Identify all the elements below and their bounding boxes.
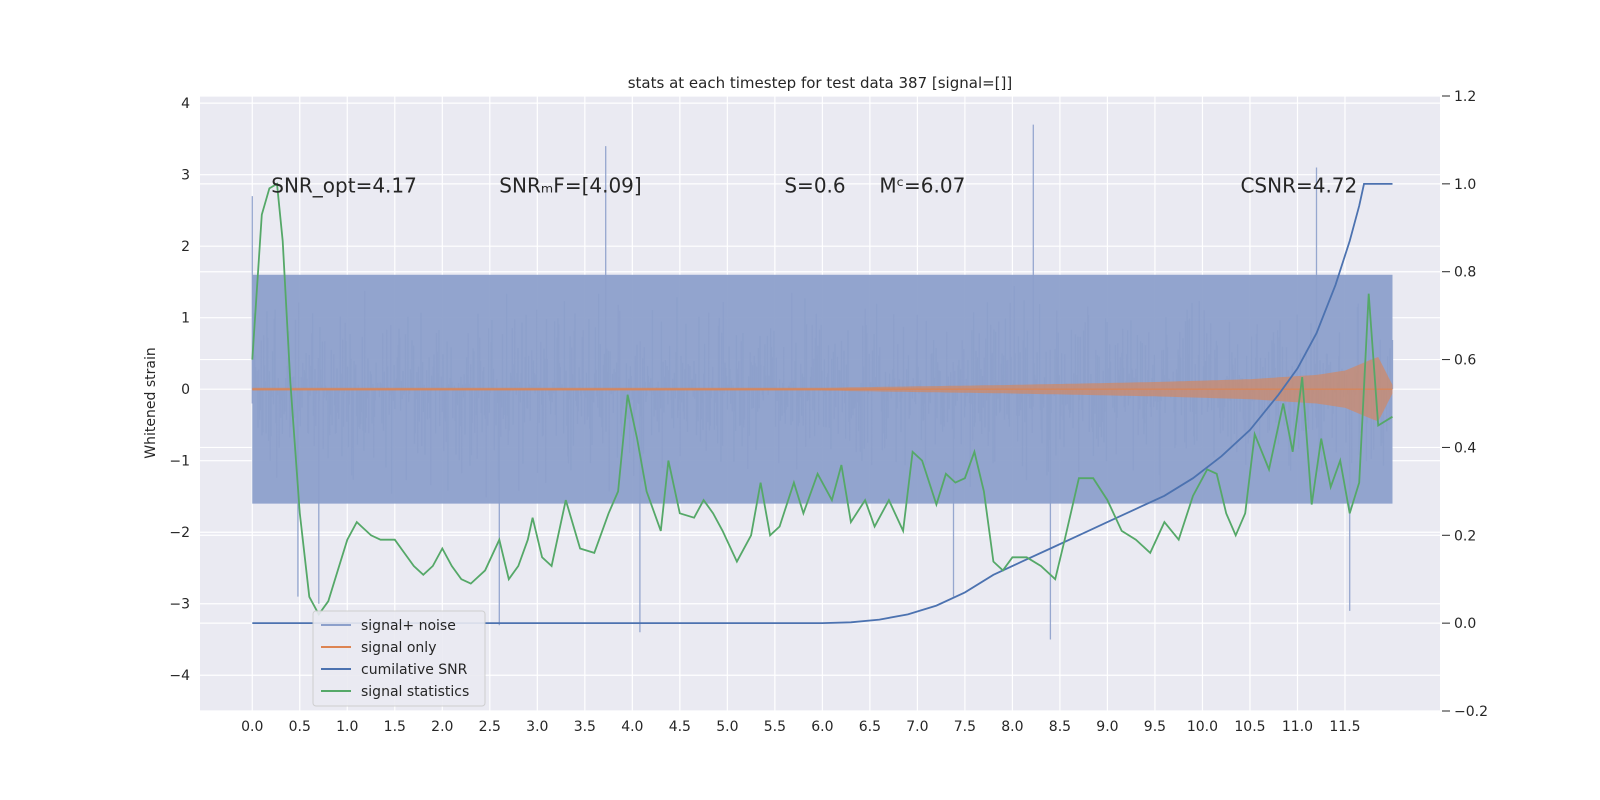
y-tick-label: 4 [181, 96, 190, 112]
annotation-label: Mᶜ=6.07 [879, 174, 965, 198]
x-tick-label: 3.5 [574, 719, 596, 735]
axes-layer: 0.0 0.5 1.0 1.5 2.0 2.5 3.0 3.5 4.0 4.5 5.0 5.5 6.0 6… [169, 89, 1488, 735]
x-tick-label: 11.5 [1329, 719, 1360, 735]
x-tick-label: 7.5 [954, 719, 976, 735]
y-tick-label: 2 [181, 239, 190, 255]
x-tick-label: 0.5 [289, 719, 311, 735]
x-tick-label: 8.5 [1049, 719, 1071, 735]
x-tick-label: 6.5 [859, 719, 881, 735]
x-tick-label: 2.5 [479, 719, 501, 735]
annotation-label: CSNR=4.72 [1240, 174, 1357, 198]
x-tick-label: 8.0 [1001, 719, 1023, 735]
x-tick-label: 5.0 [716, 719, 738, 735]
annotation-label: S=0.6 [784, 174, 845, 198]
x-tick-label: 9.5 [1144, 719, 1166, 735]
annotation-label: SNRₘF=[4.09] [499, 174, 641, 198]
y-tick-label: −1 [169, 454, 190, 470]
y2-tick-label: 0.2 [1454, 528, 1476, 544]
x-tick-label: 1.0 [336, 719, 358, 735]
y2-tick-label: 0.6 [1454, 353, 1476, 369]
x-tick-label: 10.0 [1187, 719, 1218, 735]
y-tick-label: −3 [169, 597, 190, 613]
legend-label: signal only [361, 640, 436, 656]
x-tick-label: 5.5 [764, 719, 786, 735]
y2-tick-label: 0.8 [1454, 265, 1476, 281]
legend-label: signal+ noise [361, 618, 456, 634]
y2-tick-label: 1.2 [1454, 89, 1476, 105]
annotation-layer: SNR_opt=4.17 SNRₘF=[4.09] S=0.6 Mᶜ=6.07 CSNR… [271, 174, 1357, 198]
legend-box [312, 610, 486, 707]
y2-tick-label: −0.2 [1454, 704, 1488, 720]
y-tick-label: −4 [169, 668, 190, 684]
x-tick-label: 3.0 [526, 719, 548, 735]
x-tick-label: 2.0 [431, 719, 453, 735]
x-tick-label: 4.0 [621, 719, 643, 735]
y-tick-label: 1 [181, 311, 190, 327]
x-tick-label: 6.0 [811, 719, 833, 735]
chart-title: stats at each timestep for test data 387… [628, 74, 1013, 92]
y-axis-label: Whitened strain [143, 347, 159, 458]
x-tick-label: 4.5 [669, 719, 691, 735]
legend: signal+ noise signal only cumilative SNR si… [312, 610, 486, 707]
legend-label: cumilative SNR [361, 662, 468, 678]
x-tick-label: 11.0 [1282, 719, 1313, 735]
x-tick-label: 10.5 [1234, 719, 1265, 735]
y2-tick-label: 0.4 [1454, 440, 1476, 456]
x-tick-label: 7.0 [906, 719, 928, 735]
y2-tick-label: 0.0 [1454, 616, 1476, 632]
x-tick-label: 9.0 [1096, 719, 1118, 735]
signal-only-layer [252, 357, 1393, 422]
y-tick-label: −2 [169, 525, 190, 541]
legend-label: signal statistics [361, 684, 469, 700]
y-tick-label: 3 [181, 168, 190, 184]
x-tick-label: 1.5 [384, 719, 406, 735]
line-layer [251, 182, 1393, 624]
y2-tick-label: 1.0 [1454, 177, 1476, 193]
x-tick-label: 0.0 [241, 719, 263, 735]
y-tick-label: 0 [181, 382, 190, 398]
annotation-label: SNR_opt=4.17 [271, 174, 417, 198]
signal-statistics-series [251, 182, 1393, 617]
